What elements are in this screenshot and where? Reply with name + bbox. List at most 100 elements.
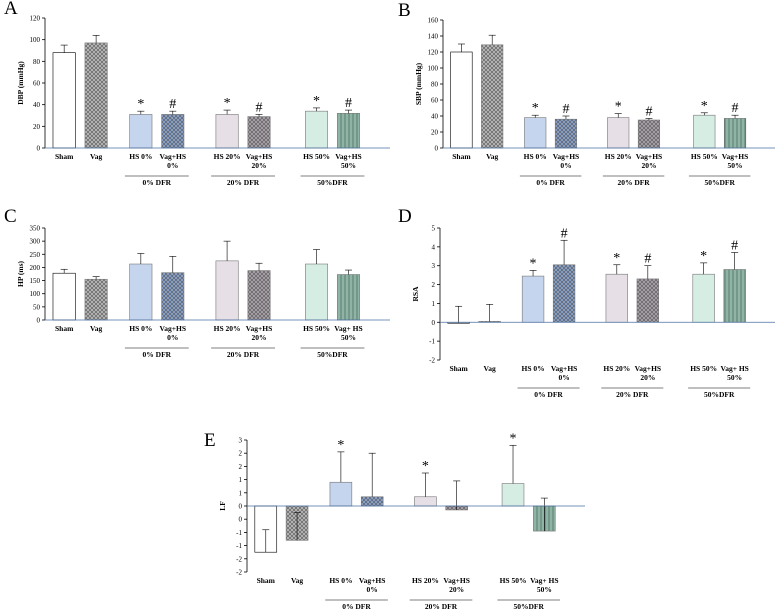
y-tick-label: 0 [435,145,439,153]
y-tick-label: 120 [428,49,439,57]
significance-mark: * [530,256,537,271]
y-tick-label: 3 [239,437,243,445]
bar [161,272,185,321]
x-tick-label: Vag+HS [335,152,362,161]
bar [637,119,661,149]
x-tick-label: Vag+HS [160,152,187,161]
bar [129,114,153,149]
x-tick-label: HS 0% [129,324,152,333]
bar [129,263,153,321]
group-label: 0% DFR [536,178,565,187]
bar [636,278,659,323]
x-tick-label: 0% [560,161,571,170]
x-tick-label: Vag+HS [443,576,470,585]
y-axis-label: SBP (mmHg) [414,62,423,105]
significance-mark: # [645,104,652,119]
bar [693,114,716,149]
significance-mark: # [345,96,352,111]
significance-mark: * [224,96,231,111]
x-tick-label: Vag+ HS [720,364,748,373]
significance-mark: # [562,102,569,117]
x-tick-label: 0% [167,333,178,342]
group-label: 20% DFR [616,390,649,399]
y-tick-label: 160 [428,17,439,25]
y-tick-label: 100 [428,65,439,73]
significance-mark: # [561,226,568,241]
panel-letter: D [398,206,412,227]
significance-mark: # [731,239,738,254]
significance-mark: * [613,251,620,266]
x-tick-label: 0% [558,373,569,382]
bar [305,263,329,321]
y-tick-label: 100 [30,36,41,44]
bar [336,113,360,149]
bar [723,269,746,323]
y-tick-label: -1 [236,529,242,537]
y-tick-label: -2 [236,569,242,577]
bar [524,117,547,149]
bar [329,481,353,507]
x-tick-label: 50% [341,161,356,170]
x-tick-label: 20% [252,333,267,342]
bar [692,273,715,323]
x-tick-label: Sham [55,324,74,333]
x-tick-label: Vag [90,324,102,333]
bar [414,496,437,507]
x-tick-label: HS 50% [500,576,527,585]
y-tick-label: 20 [431,129,439,137]
x-tick-label: Vag+HS [635,364,662,373]
x-tick-label: 20% [449,585,464,594]
x-tick-label: Vag+HS [359,576,386,585]
significance-mark: * [615,100,622,115]
bar [554,118,578,149]
x-tick-label: 0% [367,585,378,594]
y-tick-label: 50 [33,303,41,311]
y-tick-label: 40 [431,113,439,121]
y-tick-label: 1 [432,300,436,308]
x-tick-label: HS 50% [691,152,718,161]
significance-mark: * [510,431,517,446]
y-tick-label: 60 [431,97,439,105]
bar [481,44,504,149]
bar [605,273,628,323]
bar [723,118,747,149]
x-tick-label: Vag [90,152,102,161]
y-tick-label: 0 [37,145,41,153]
x-tick-label: 0% [167,161,178,170]
x-tick-label: 50% [728,161,743,170]
bar [247,270,271,321]
bar [161,114,185,149]
y-axis-label: HP (ms) [16,260,25,287]
panel-letter: A [4,0,18,19]
panel-letter: E [204,430,216,451]
x-tick-label: HS 20% [214,324,241,333]
x-tick-label: Sham [452,152,471,161]
y-tick-label: -2 [429,357,435,365]
y-tick-label: 5 [432,225,436,233]
x-tick-label: Sham [257,576,276,585]
y-tick-label: 1 [239,489,243,497]
significance-mark: # [256,100,263,115]
significance-mark: # [169,97,176,112]
x-tick-label: Vag [291,576,303,585]
x-tick-label: Vag+HS [551,364,578,373]
group-label: 20% DFR [227,178,260,187]
bar [501,483,525,507]
y-tick-label: 2 [239,450,243,458]
y-axis-label: LF [218,501,227,511]
bar [607,117,630,149]
y-tick-label: 300 [30,238,41,246]
x-tick-label: HS 50% [303,152,330,161]
bar [84,278,108,321]
x-tick-label: HS 0% [129,152,152,161]
x-tick-label: Vag+HS [160,324,187,333]
y-tick-label: 4 [432,243,436,251]
significance-mark: # [644,252,651,267]
x-tick-label: Vag+HS [722,152,749,161]
significance-mark: * [337,438,344,453]
panel-letter: B [398,0,411,21]
y-tick-label: 0 [432,319,436,327]
group-label: 50%DFR [704,178,735,187]
